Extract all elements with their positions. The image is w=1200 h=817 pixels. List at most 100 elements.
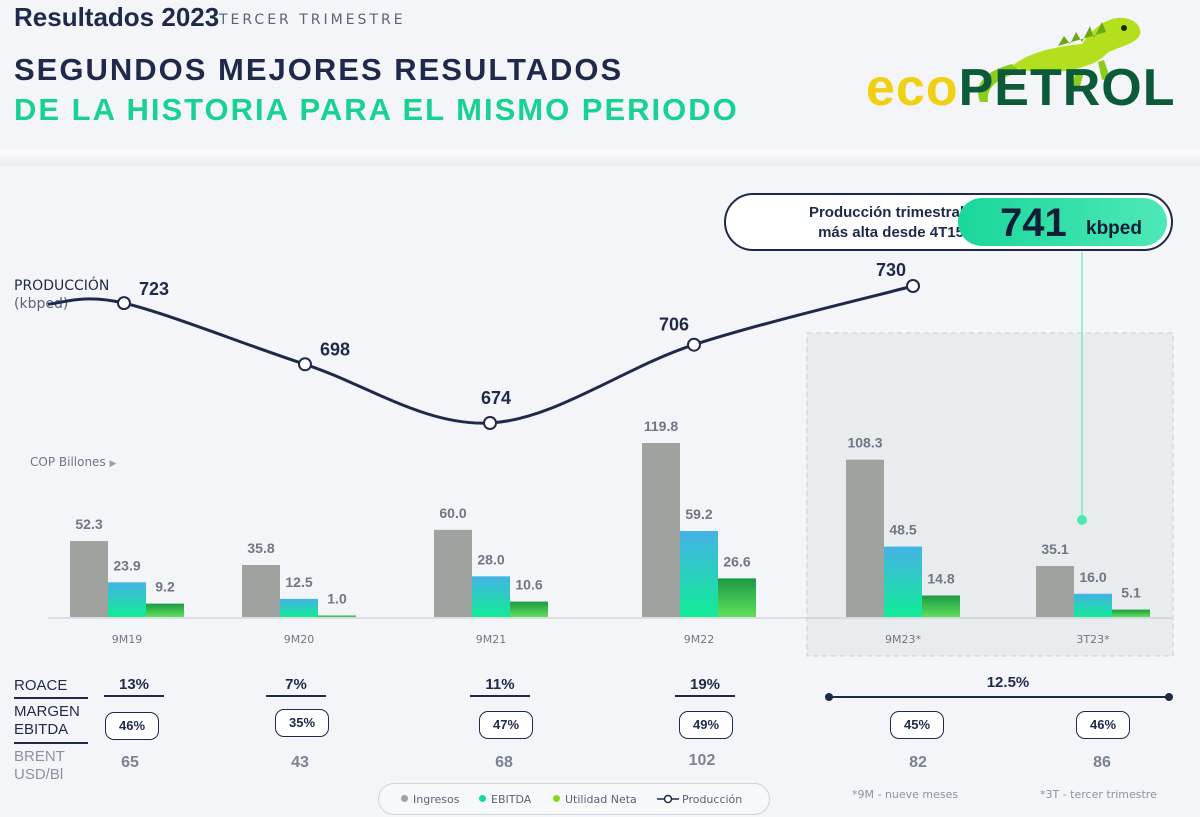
production-point: [906, 279, 920, 293]
bar-ebitda-9m20: [280, 598, 318, 617]
bar-label-ingresos: 119.8: [644, 418, 678, 434]
bar-label-utilidad: 5.1: [1121, 585, 1141, 601]
margin-9m19: 46%: [105, 712, 159, 740]
bar-label-ebitda: 12.5: [285, 574, 312, 590]
legend-produccion: Producción: [657, 793, 742, 806]
brent-3t23: 86: [1093, 754, 1111, 771]
production-point: [483, 416, 497, 430]
margin-3t23: 46%: [1076, 711, 1130, 739]
category-label: 9M22: [684, 633, 715, 646]
logo-petrol-text: PETROL: [958, 59, 1176, 117]
callout-value-pill: 741 kbped: [958, 198, 1167, 246]
callout-text-line-1: Producción trimestral: [808, 204, 964, 221]
bar-ingresos-3t23: [1036, 566, 1074, 617]
callout-unit: kbped: [1086, 218, 1142, 239]
legend-utilidad: Utilidad Neta: [553, 793, 637, 806]
footnote-9m: *9M - nueve meses: [852, 788, 959, 801]
bar-utilidad-9m23: [922, 595, 960, 617]
callout-text: Producción trimestral más alta desde 4T1…: [754, 203, 964, 243]
bar-label-ebitda: 59.2: [685, 506, 712, 522]
brent-9m22: 102: [688, 752, 716, 769]
bar-label-utilidad: 9.2: [155, 579, 175, 595]
margin-label-line-2: EBITDA: [14, 721, 69, 738]
legend-ebitda: EBITDA: [479, 793, 531, 806]
chart-legend: Ingresos EBITDA Utilidad Neta Producción: [378, 783, 770, 815]
bar-label-utilidad: 14.8: [927, 571, 954, 587]
report-subtitle: TERCER TRIMESTRE: [219, 12, 406, 28]
margin-label-line-1: MARGEN: [14, 703, 80, 720]
caret-right-icon: ▶: [109, 459, 117, 469]
production-axis-unit: (kbped): [14, 296, 69, 312]
bar-utilidad-3t23: [1112, 609, 1150, 617]
bar-utilidad-9m20: [318, 615, 356, 618]
bar-ebitda-9m21: [472, 576, 510, 617]
bar-label-ingresos: 108.3: [847, 435, 882, 451]
category-label: 9M20: [284, 633, 315, 646]
bar-label-ebitda: 28.0: [477, 551, 504, 567]
bar-ingresos-9m23: [846, 459, 884, 617]
callout-connector-dot: [1077, 515, 1087, 525]
bar-label-utilidad: 10.6: [515, 577, 542, 593]
production-label: 674: [481, 388, 511, 408]
bar-label-ingresos: 35.8: [247, 540, 274, 556]
bar-ebitda-3t23: [1074, 593, 1112, 617]
roace-label: ROACE: [14, 677, 68, 694]
roace-label-underline: [14, 697, 88, 699]
bar-label-ebitda: 48.5: [889, 522, 916, 538]
footnote-3t: *3T - tercer trimestre: [1040, 788, 1157, 801]
bar-label-ingresos: 60.0: [439, 505, 466, 521]
brent-9m19: 65: [121, 754, 139, 771]
roace-2023: 12.5%: [986, 674, 1030, 691]
header-divider: [0, 150, 1200, 166]
production-callout: Producción trimestral más alta desde 4T1…: [724, 193, 1173, 251]
headline-line-1: SEGUNDOS MEJORES RESULTADOS: [14, 52, 624, 87]
brent-9m20: 43: [291, 754, 309, 771]
bar-label-ingresos: 52.3: [75, 516, 102, 532]
legend-ebitda-label: EBITDA: [491, 793, 532, 806]
production-point: [298, 357, 312, 372]
bar-label-utilidad: 26.6: [723, 553, 750, 569]
margin-9m20: 35%: [275, 709, 329, 737]
brent-9m21: 68: [495, 754, 513, 771]
category-label: 9M19: [112, 633, 143, 646]
headline-line-2: DE LA HISTORIA PARA EL MISMO PERIODO: [14, 92, 739, 127]
production-axis-title: PRODUCCIÓN: [14, 278, 110, 294]
production-label: 723: [139, 279, 169, 299]
roace-2023-bracket: [829, 696, 1169, 698]
callout-text-line-2: más alta desde 4T15: [818, 224, 964, 241]
bar-label-ebitda: 16.0: [1079, 569, 1106, 585]
line-marker-icon: [657, 794, 679, 804]
margin-9m22: 49%: [679, 711, 733, 739]
production-point: [117, 296, 131, 311]
brent-label: BRENT USD/Bl: [14, 748, 65, 784]
category-label: 9M23*: [885, 633, 921, 646]
bar-ebitda-9m23: [884, 546, 922, 617]
legend-ingresos-label: Ingresos: [413, 793, 460, 806]
legend-utilidad-label: Utilidad Neta: [565, 793, 637, 806]
bars-layer: 52.3 35.8 60.0 119.8 108.3 35.1 23.9 12.5 28.0 59…: [70, 418, 1150, 618]
margin-9m23: 45%: [890, 711, 944, 739]
production-label: 706: [659, 315, 689, 335]
roace-9m22: 19%: [675, 676, 735, 697]
margin-9m21: 47%: [479, 711, 533, 739]
ingresos-dot-icon: [401, 795, 408, 802]
bar-ingresos-9m21: [434, 529, 472, 617]
logo-eco-text: eco: [866, 59, 959, 117]
category-labels: 9M19 9M20 9M21 9M22 9M23* 3T23*: [112, 633, 1110, 646]
bar-label-ebitda: 23.9: [113, 557, 140, 573]
legend-produccion-label: Producción: [682, 793, 743, 806]
production-label: 698: [320, 339, 350, 359]
report-title: Resultados 2023: [14, 2, 220, 32]
bar-ingresos-9m20: [242, 565, 280, 617]
roace-9m21: 11%: [470, 676, 530, 697]
bar-ebitda-9m22: [680, 531, 718, 617]
roace-9m20: 7%: [266, 676, 326, 697]
production-line: [47, 284, 914, 425]
bars-unit-text: COP Billones: [30, 455, 106, 469]
ecopetrol-logo: ecoPETROL: [862, 6, 1182, 126]
legend-ingresos: Ingresos: [401, 793, 459, 806]
roace-9m19: 13%: [104, 676, 164, 697]
bar-ingresos-9m19: [70, 541, 108, 617]
bar-ingresos-9m22: [642, 443, 680, 617]
